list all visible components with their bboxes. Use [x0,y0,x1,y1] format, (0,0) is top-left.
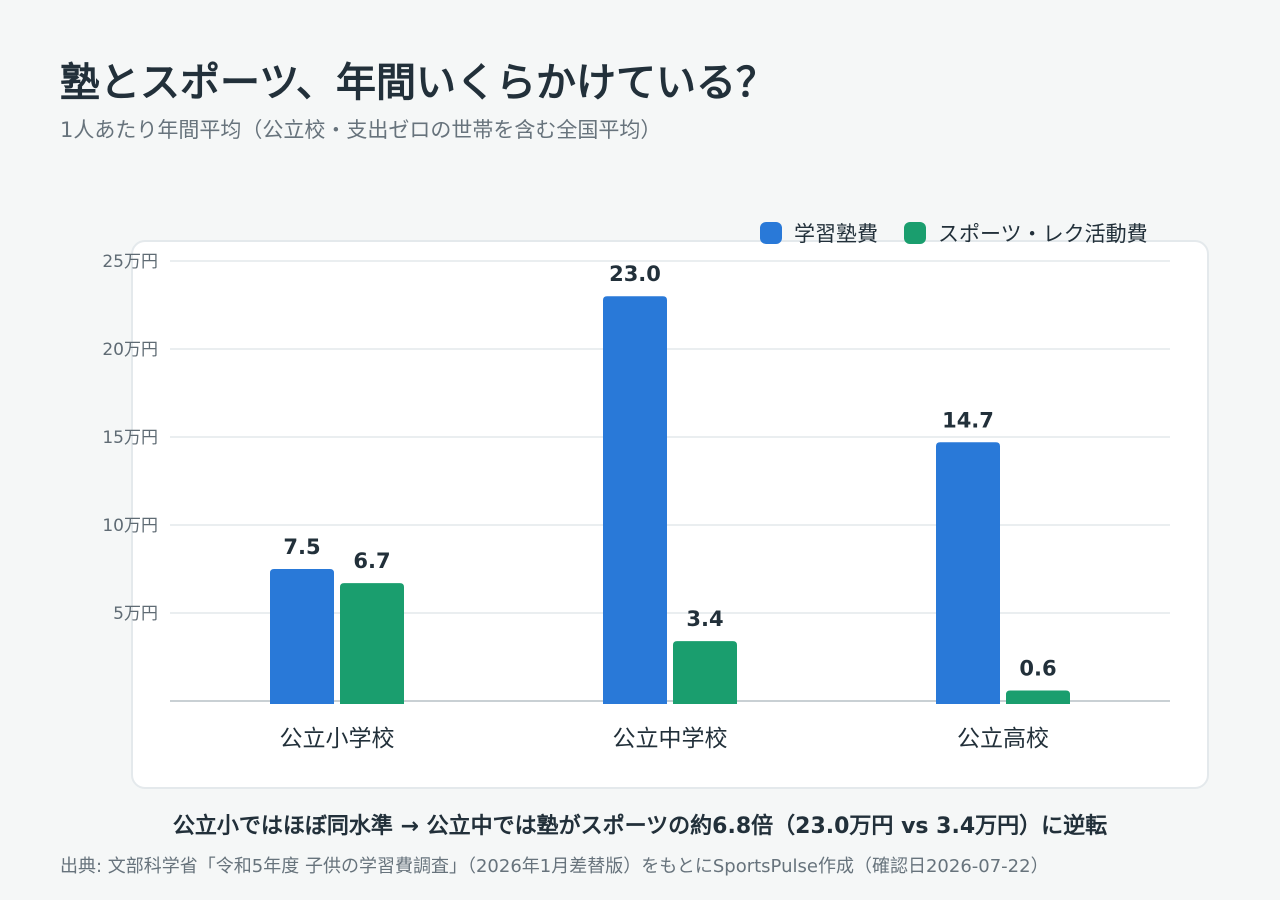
bar-sports-2 [1006,690,1070,704]
bar-value-label: 3.4 [686,607,723,631]
source-note: 出典: 文部科学省「令和5年度 子供の学習費調査」（2026年1月差替版）をもと… [60,856,1049,877]
bar-chart: 5万円 10万円 15万円 20万円 25万円 7.5 6.7 公立小学校 23.0 3.4 公立中… [102,252,1170,752]
bar-value-label: 23.0 [609,262,661,286]
insight-text: 公立小ではほぼ同水準 → 公立中では塾がスポーツの約6.8倍（23.0万円 vs… [172,814,1108,839]
page-title: 塾とスポーツ、年間いくらかけている？ [60,60,776,106]
y-tick-label: 25万円 [102,252,158,272]
bar-value-label: 6.7 [353,549,390,573]
y-tick-label: 5万円 [113,604,158,624]
legend-swatch-sports [904,222,926,244]
y-tick-label: 20万円 [102,340,158,360]
legend-label-sports: スポーツ・レク活動費 [938,222,1148,246]
bar-juku-1 [603,296,667,704]
bar-juku-0 [270,569,334,704]
x-category-label: 公立中学校 [613,726,728,752]
bar-value-label: 7.5 [283,535,320,559]
bar-value-label: 0.6 [1019,656,1056,680]
y-tick-label: 15万円 [102,428,158,448]
bar-sports-0 [340,583,404,704]
y-tick-label: 10万円 [102,516,158,536]
bar-juku-2 [936,442,1000,704]
chart-legend: 学習塾費 スポーツ・レク活動費 [760,218,1148,248]
legend-item-juku: 学習塾費 [760,218,878,248]
legend-label-juku: 学習塾費 [794,222,878,246]
legend-item-sports: スポーツ・レク活動費 [904,218,1148,248]
bar-sports-1 [673,641,737,704]
x-category-label: 公立小学校 [280,726,395,752]
page-subtitle: 1人あたり年間平均（公立校・支出ゼロの世帯を含む全国平均） [60,118,662,142]
legend-swatch-juku [760,222,782,244]
x-category-label: 公立高校 [957,726,1049,752]
bar-value-label: 14.7 [942,408,994,432]
